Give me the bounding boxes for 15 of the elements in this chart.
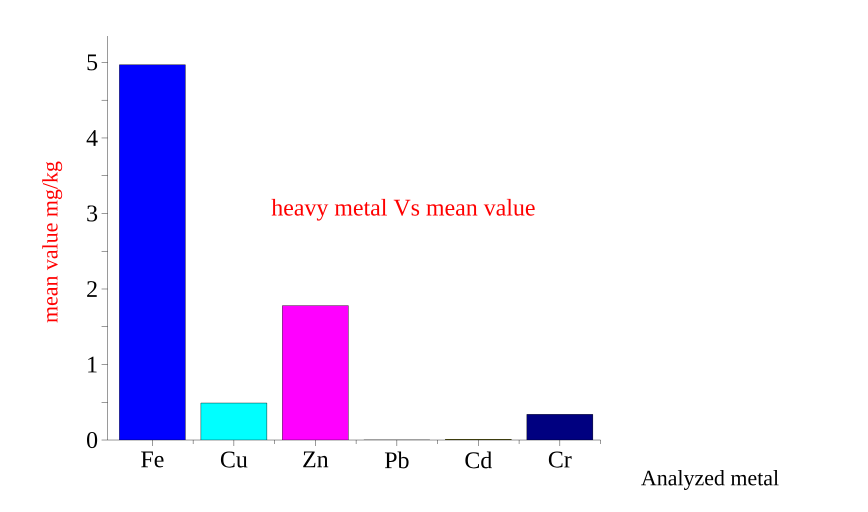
y-tick-label: 1 bbox=[88, 356, 97, 372]
y-axis-title: mean value mg/kg bbox=[42, 162, 62, 323]
x-tick-label: Cd bbox=[465, 452, 492, 468]
x-tick-label: Zn bbox=[303, 452, 328, 468]
x-tick-label: Pb bbox=[384, 452, 409, 468]
y-tick-label: 4 bbox=[86, 130, 98, 146]
y-tick-label: 5 bbox=[87, 54, 98, 70]
y-tick-label: 3 bbox=[87, 205, 98, 222]
y-tick-label: 2 bbox=[87, 281, 97, 297]
x-tick-label: Cu bbox=[220, 452, 248, 468]
x-axis-title: Analyzed metal bbox=[641, 470, 779, 490]
x-tick-label: Fe bbox=[141, 452, 164, 468]
x-tick-label: Cr bbox=[548, 452, 572, 468]
y-tick-label: 0 bbox=[87, 432, 98, 448]
text: heavy metal Vs mean value bbox=[271, 198, 535, 221]
